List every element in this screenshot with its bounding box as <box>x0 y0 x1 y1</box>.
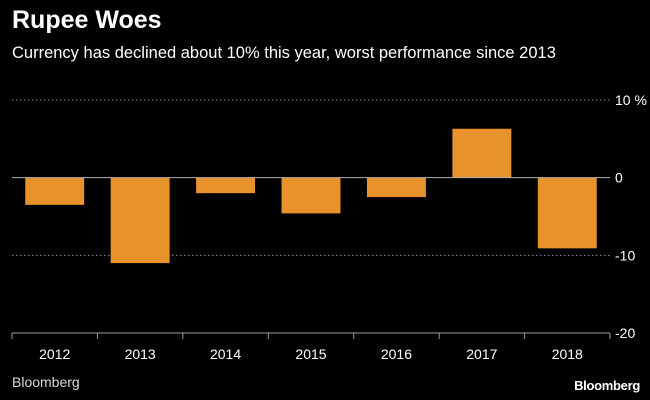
x-tick-label: 2012 <box>39 346 70 362</box>
x-tick-label: 2017 <box>466 346 497 362</box>
y-tick-label: -20 <box>615 325 635 341</box>
bar-2015 <box>281 177 341 214</box>
x-tick-label: 2015 <box>295 346 326 362</box>
bar-2018 <box>537 177 597 249</box>
bar-2016 <box>366 177 426 198</box>
x-tick-label: 2018 <box>552 346 583 362</box>
x-tick-label: 2013 <box>125 346 156 362</box>
bar-2012 <box>25 177 85 205</box>
y-tick-label: 10 % <box>615 92 647 108</box>
bar-2014 <box>196 177 256 194</box>
y-tick-label: -10 <box>615 247 635 263</box>
y-tick-label: 0 <box>615 170 623 186</box>
bar-2017 <box>452 128 512 178</box>
chart-title: Rupee Woes <box>12 6 162 34</box>
source-label: Bloomberg <box>12 374 80 390</box>
x-tick-label: 2016 <box>381 346 412 362</box>
bar-2013 <box>110 177 170 264</box>
x-tick-label: 2014 <box>210 346 241 362</box>
chart-subtitle: Currency has declined about 10% this yea… <box>12 44 556 62</box>
bloomberg-logo: Bloomberg <box>574 378 640 393</box>
